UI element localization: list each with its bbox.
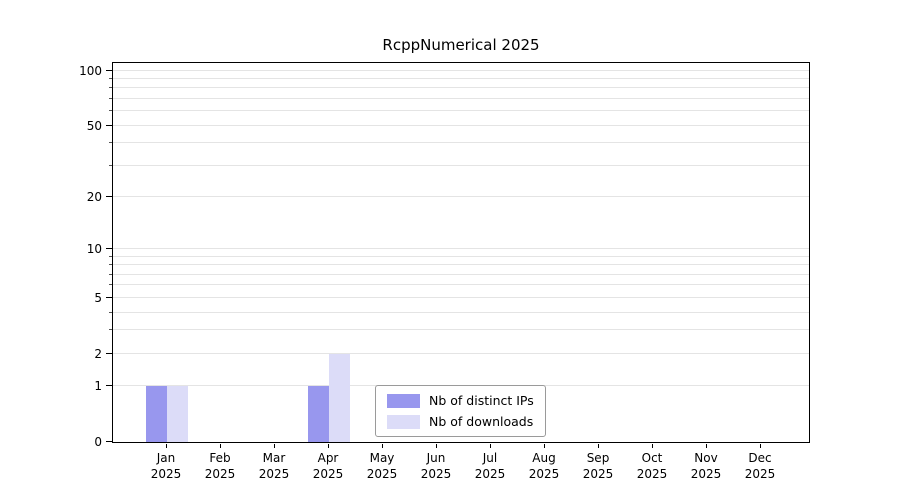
gridline xyxy=(113,255,809,257)
gridline xyxy=(113,352,809,354)
y-tick-label: 5 xyxy=(94,290,102,305)
gridline xyxy=(113,69,809,71)
legend-swatch-downloads xyxy=(387,414,420,429)
gridline xyxy=(113,264,809,266)
y-minor-tick-mark xyxy=(109,264,112,266)
x-tick-label: Apr 2025 xyxy=(312,451,344,481)
plot-area: Nb of distinct IPs Nb of downloads xyxy=(112,62,810,443)
y-tick-mark xyxy=(106,352,112,354)
gridline xyxy=(113,273,809,275)
bar-nb-of-distinct-ips xyxy=(308,386,329,442)
x-tick-mark xyxy=(220,444,221,448)
legend-label-distinct-ips: Nb of distinct IPs xyxy=(429,393,534,408)
y-minor-tick-mark xyxy=(109,142,112,144)
y-minor-tick-mark xyxy=(109,284,112,286)
y-minor-tick-mark xyxy=(109,78,112,79)
gridline xyxy=(113,124,809,126)
gridline xyxy=(113,142,809,144)
gridline xyxy=(113,296,809,298)
y-tick-label: 2 xyxy=(94,346,102,361)
x-tick-label: Nov 2025 xyxy=(690,451,722,481)
x-tick-mark xyxy=(274,444,275,448)
bar-nb-of-downloads xyxy=(329,353,350,442)
y-minor-tick-mark xyxy=(109,110,112,112)
x-tick-label: Feb 2025 xyxy=(204,451,236,481)
gridline xyxy=(113,87,809,89)
x-tick-mark xyxy=(490,444,491,448)
y-tick-mark xyxy=(106,296,112,298)
y-minor-tick-mark xyxy=(109,255,112,257)
y-minor-tick-mark xyxy=(109,273,112,275)
x-tick-label: Oct 2025 xyxy=(636,451,668,481)
x-tick-label: Dec 2025 xyxy=(744,451,776,481)
x-tick-mark xyxy=(328,444,329,448)
bar-nb-of-distinct-ips xyxy=(146,386,167,442)
gridline xyxy=(113,329,809,331)
gridline xyxy=(113,164,809,166)
y-tick-label: 0 xyxy=(94,435,102,449)
y-minor-tick-mark xyxy=(109,164,112,166)
y-tick-mark xyxy=(106,248,112,249)
y-tick-mark xyxy=(106,124,112,126)
legend-item-distinct-ips: Nb of distinct IPs xyxy=(387,393,534,408)
x-tick-label: May 2025 xyxy=(366,451,398,481)
y-minor-tick-mark xyxy=(109,311,112,313)
x-tick-mark xyxy=(598,444,599,448)
y-minor-tick-mark xyxy=(109,329,112,331)
x-tick-label: Mar 2025 xyxy=(258,451,290,481)
legend-item-downloads: Nb of downloads xyxy=(387,414,534,429)
x-tick-mark xyxy=(544,444,545,448)
gridline xyxy=(113,248,809,249)
x-tick-label: Jul 2025 xyxy=(474,451,506,481)
y-tick-label: 10 xyxy=(86,242,102,256)
gridline xyxy=(113,78,809,79)
y-tick-label: 50 xyxy=(86,118,102,133)
legend-label-downloads: Nb of downloads xyxy=(429,414,534,429)
y-tick-mark xyxy=(106,441,112,442)
y-tick-mark xyxy=(106,196,112,197)
gridline xyxy=(113,98,809,99)
y-tick-label: 20 xyxy=(86,190,102,204)
legend: Nb of distinct IPs Nb of downloads xyxy=(375,385,546,437)
x-tick-mark xyxy=(760,444,761,448)
legend-swatch-distinct-ips xyxy=(387,393,420,408)
x-tick-label: Aug 2025 xyxy=(528,451,560,481)
y-tick-mark xyxy=(106,385,112,387)
gridline xyxy=(113,284,809,286)
y-tick-label: 100 xyxy=(79,63,102,78)
x-tick-mark xyxy=(382,444,383,448)
gridline xyxy=(113,196,809,197)
y-tick-mark xyxy=(106,69,112,71)
y-tick-label: 1 xyxy=(94,379,102,394)
y-minor-tick-mark xyxy=(109,98,112,99)
y-minor-tick-mark xyxy=(109,87,112,89)
gridline xyxy=(113,110,809,112)
x-tick-label: Jan 2025 xyxy=(150,451,182,481)
x-tick-mark xyxy=(436,444,437,448)
x-tick-label: Jun 2025 xyxy=(420,451,452,481)
x-tick-mark xyxy=(652,444,653,448)
gridline xyxy=(113,311,809,313)
x-tick-mark xyxy=(166,444,167,448)
chart-title: RcppNumerical 2025 xyxy=(382,36,540,54)
bar-nb-of-downloads xyxy=(167,386,188,442)
x-tick-mark xyxy=(706,444,707,448)
x-tick-label: Sep 2025 xyxy=(582,451,614,481)
